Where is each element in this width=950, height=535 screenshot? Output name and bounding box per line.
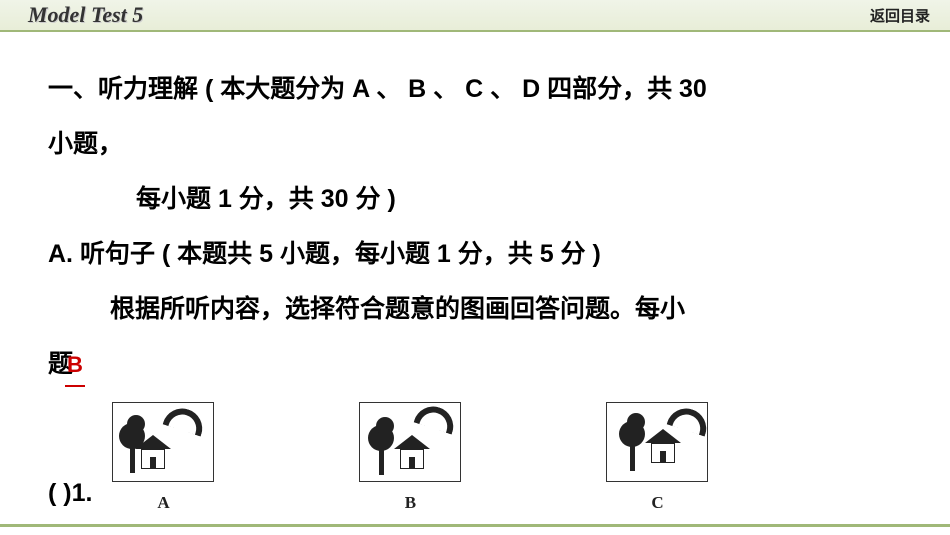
option-b-label: B xyxy=(405,484,416,521)
option-b[interactable]: B xyxy=(359,402,461,521)
footer-divider xyxy=(0,524,950,527)
section-heading: 一、听力理解 ( 本大题分为 A 、 B 、 C 、 D 四部分，共 30 xyxy=(48,62,902,117)
option-b-image xyxy=(359,402,461,482)
content-body: 一、听力理解 ( 本大题分为 A 、 B 、 C 、 D 四部分，共 30 小题… xyxy=(0,32,950,521)
scoring-line: 每小题 1 分，共 30 分 ) xyxy=(48,172,902,227)
section-heading-cont: 小题， xyxy=(48,117,902,172)
question-1-row: ( )1. A B C xyxy=(48,402,902,521)
header-bar: Model Test 5 返回目录 xyxy=(0,0,950,32)
instructions-line: 根据所听内容，选择符合题意的图画回答问题。每小 xyxy=(48,282,902,337)
option-a-label: A xyxy=(157,484,169,521)
options-container: A B C xyxy=(112,402,902,521)
option-c-label: C xyxy=(651,484,663,521)
option-c-image xyxy=(606,402,708,482)
option-c[interactable]: C xyxy=(606,402,708,521)
question-number: ( )1. xyxy=(48,466,92,521)
part-a-heading: A. 听句子 ( 本题共 5 小题，每小题 1 分，共 5 分 ) xyxy=(48,227,902,282)
option-a-image xyxy=(112,402,214,482)
return-toc-link[interactable]: 返回目录 xyxy=(870,5,930,26)
answer-mark: B xyxy=(67,341,83,389)
header-title: Model Test 5 xyxy=(28,2,143,28)
option-a[interactable]: A xyxy=(112,402,214,521)
instructions-cont: 题B xyxy=(48,337,902,392)
